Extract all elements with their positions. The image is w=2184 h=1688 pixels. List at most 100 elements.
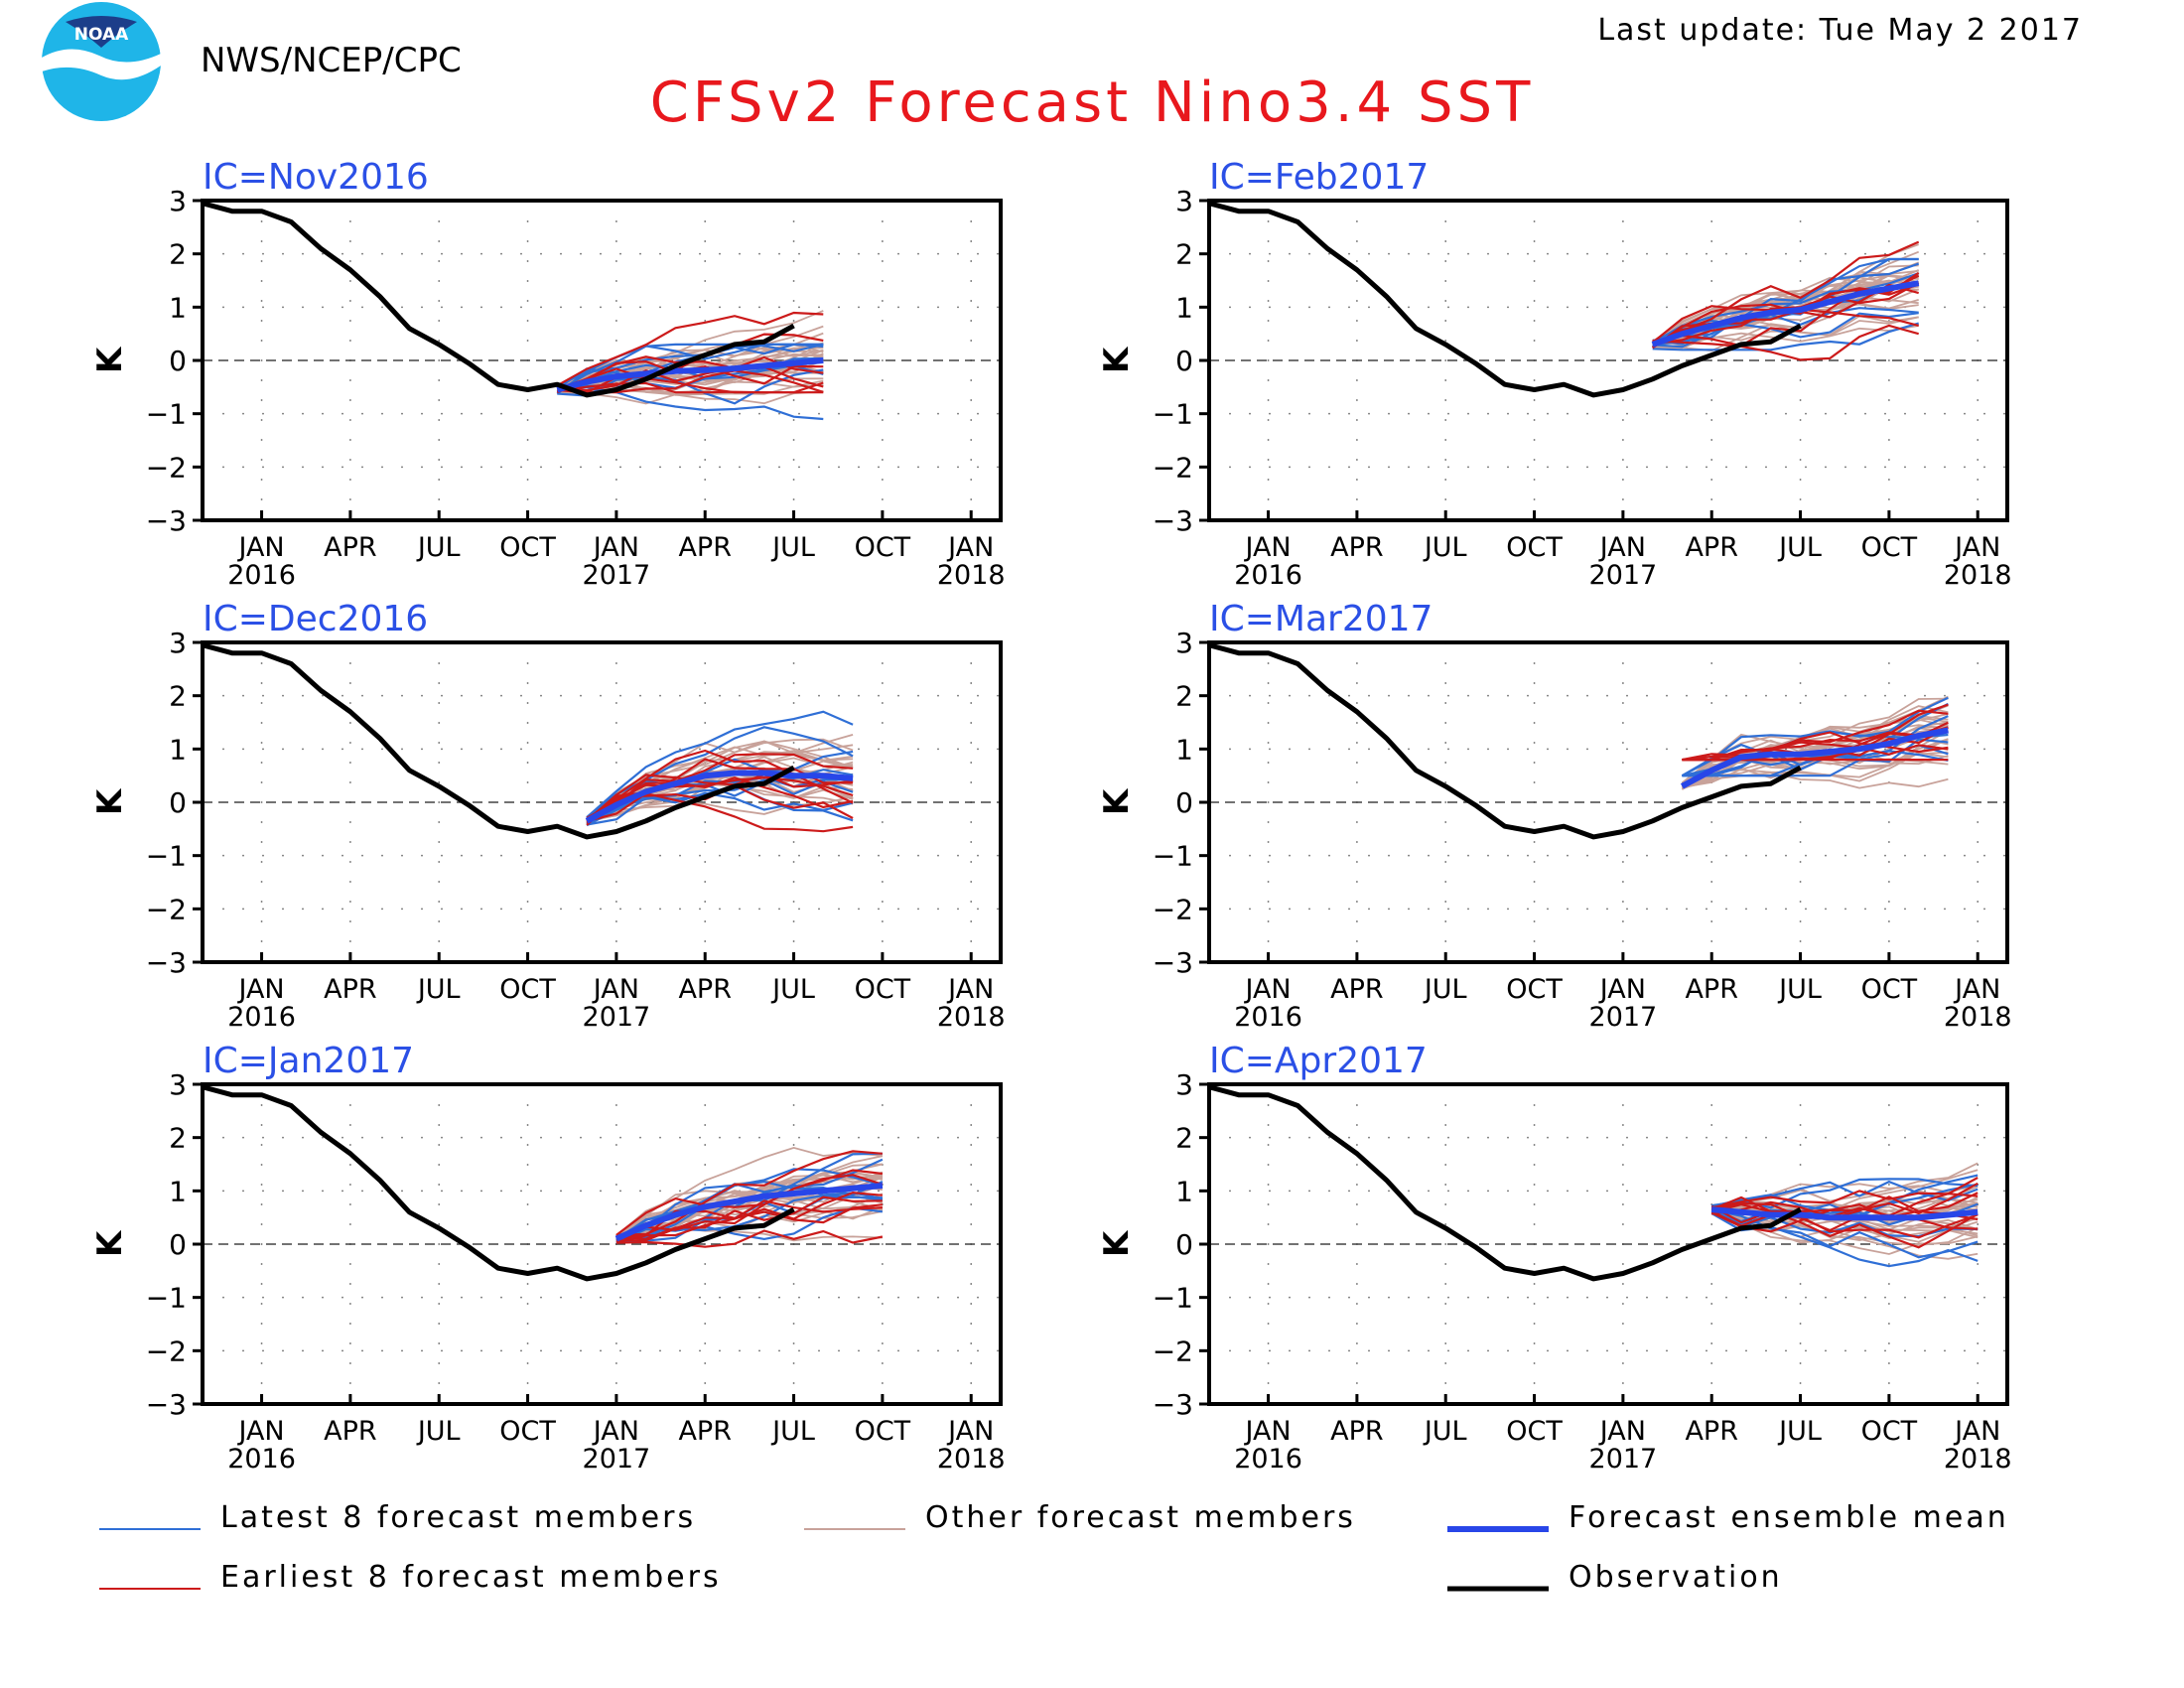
x-tick-label: APR <box>1685 532 1738 563</box>
x-tick-label: JAN <box>1243 974 1291 1005</box>
x-tick-label: JAN <box>236 532 284 563</box>
observation-line <box>202 642 795 840</box>
earliest-member-line <box>556 311 824 387</box>
y-tick-label: 0 <box>1175 345 1193 377</box>
earliest-member-line <box>615 1169 884 1236</box>
y-axis-label: K <box>90 346 130 373</box>
y-tick-label: −2 <box>1153 451 1193 484</box>
ic-label: IC=Mar2017 <box>1209 599 1433 639</box>
x-tick-label: JAN <box>592 974 639 1005</box>
x-tick-label: JUL <box>770 532 815 563</box>
latest-member-line <box>557 386 824 421</box>
y-tick-label: 1 <box>169 733 187 766</box>
panel-2: IC=Jan2017 −3 −2 −1 0 1 2 3 K JAN APR JUL OCT JAN APR J… <box>90 1041 1006 1475</box>
legend-label-other: Other forecast members <box>925 1500 1356 1535</box>
x-tick-label: APR <box>1330 1416 1384 1447</box>
y-tick-label: 2 <box>169 1122 187 1155</box>
y-tick-label: −3 <box>1153 1388 1193 1421</box>
earliest-member-line <box>586 774 854 822</box>
x-tick-label: JAN <box>946 1416 994 1447</box>
x-tick-label: OCT <box>1506 532 1563 563</box>
earliest-member-line <box>586 792 854 833</box>
x-year-label: 2016 <box>1234 1002 1302 1033</box>
ensemble-mean-line <box>585 770 854 824</box>
x-tick-label: OCT <box>855 532 911 563</box>
x-year-label: 2018 <box>1944 1002 2012 1033</box>
earliest-member-line <box>1682 741 1949 762</box>
x-year-label: 2017 <box>1589 1002 1658 1033</box>
x-year-label: 2017 <box>1589 1444 1658 1475</box>
y-tick-label: −2 <box>146 893 187 925</box>
x-tick-label: JAN <box>592 1416 639 1447</box>
x-tick-label: APR <box>324 532 377 563</box>
earliest-member-line <box>1710 1202 1979 1232</box>
x-tick-label: JUL <box>416 974 461 1005</box>
latest-member-line <box>586 710 854 818</box>
panel-0: IC=Nov2016 −3 −2 −1 0 1 2 3 K JAN APR JUL OCT JAN APR J… <box>90 157 1006 591</box>
ensemble-mean-line <box>1651 280 1920 348</box>
observation-line <box>202 201 795 398</box>
x-tick-label: OCT <box>499 1416 556 1447</box>
x-tick-label: JAN <box>1598 532 1646 563</box>
plot-frame <box>201 1082 1003 1406</box>
plot-frame <box>1207 199 2009 522</box>
earliest-member-line <box>1710 1192 1979 1219</box>
y-axis-label: K <box>90 787 130 815</box>
x-tick-label: OCT <box>1506 974 1563 1005</box>
plot-frame <box>1207 640 2009 964</box>
x-tick-label: JUL <box>1777 1416 1822 1447</box>
y-tick-label: 3 <box>169 1068 187 1101</box>
x-tick-label: OCT <box>855 1416 911 1447</box>
earliest-member-line <box>615 1196 883 1240</box>
panel-1: IC=Dec2016 −3 −2 −1 0 1 2 3 K JAN APR JUL OCT JAN APR J… <box>90 599 1006 1033</box>
x-tick-label: JUL <box>770 974 815 1005</box>
x-tick-label: OCT <box>1861 532 1918 563</box>
y-tick-label: −2 <box>1153 893 1193 925</box>
earliest-member-line <box>1710 1177 1979 1209</box>
x-tick-label: JAN <box>592 532 639 563</box>
legend-label-earliest: Earliest 8 forecast members <box>220 1560 722 1595</box>
earliest-member-line <box>1652 281 1920 346</box>
y-tick-label: −1 <box>1153 840 1193 873</box>
y-tick-label: −3 <box>146 1388 187 1421</box>
earliest-member-line <box>1652 324 1919 361</box>
x-tick-label: JUL <box>1423 532 1467 563</box>
x-tick-label: JAN <box>1598 1416 1646 1447</box>
y-tick-label: 3 <box>1175 185 1193 217</box>
legend-label-latest: Latest 8 forecast members <box>220 1500 696 1535</box>
ensemble-mean-line <box>1710 1206 1979 1221</box>
y-tick-label: 0 <box>1175 786 1193 819</box>
y-tick-label: 1 <box>169 291 187 324</box>
ic-label: IC=Dec2016 <box>203 599 428 639</box>
earliest-member-line <box>557 381 824 394</box>
panels-container: IC=Nov2016 −3 −2 −1 0 1 2 3 K JAN APR JUL OCT JAN APR J… <box>90 157 2012 1475</box>
earliest-member-line <box>1711 1193 1979 1218</box>
y-tick-label: −1 <box>1153 1282 1193 1315</box>
y-tick-label: 0 <box>1175 1228 1193 1261</box>
y-tick-label: −1 <box>146 398 187 431</box>
x-tick-label: APR <box>324 974 377 1005</box>
other-member-line <box>1682 695 1949 787</box>
x-tick-label: APR <box>1330 974 1384 1005</box>
x-year-label: 2016 <box>227 1444 296 1475</box>
y-axis-label: K <box>1097 787 1137 815</box>
x-tick-label: APR <box>678 1416 732 1447</box>
other-member-line <box>1682 772 1949 789</box>
x-year-label: 2016 <box>227 1002 296 1033</box>
x-year-label: 2016 <box>1234 1444 1302 1475</box>
x-tick-label: JAN <box>1243 532 1291 563</box>
observation-line <box>1208 201 1802 398</box>
y-tick-label: 2 <box>1175 680 1193 713</box>
x-tick-label: JUL <box>416 532 461 563</box>
y-tick-label: 2 <box>1175 1122 1193 1155</box>
x-year-label: 2018 <box>1944 1444 2012 1475</box>
legend-label-observation: Observation <box>1569 1560 1783 1595</box>
ic-label: IC=Jan2017 <box>203 1041 414 1081</box>
y-axis-label: K <box>1097 1229 1137 1257</box>
y-tick-label: 0 <box>169 786 187 819</box>
y-tick-label: −2 <box>146 1335 187 1367</box>
ic-label: IC=Apr2017 <box>1209 1041 1428 1081</box>
x-tick-label: JAN <box>1243 1416 1291 1447</box>
x-tick-label: OCT <box>499 532 556 563</box>
x-tick-label: OCT <box>1861 1416 1918 1447</box>
